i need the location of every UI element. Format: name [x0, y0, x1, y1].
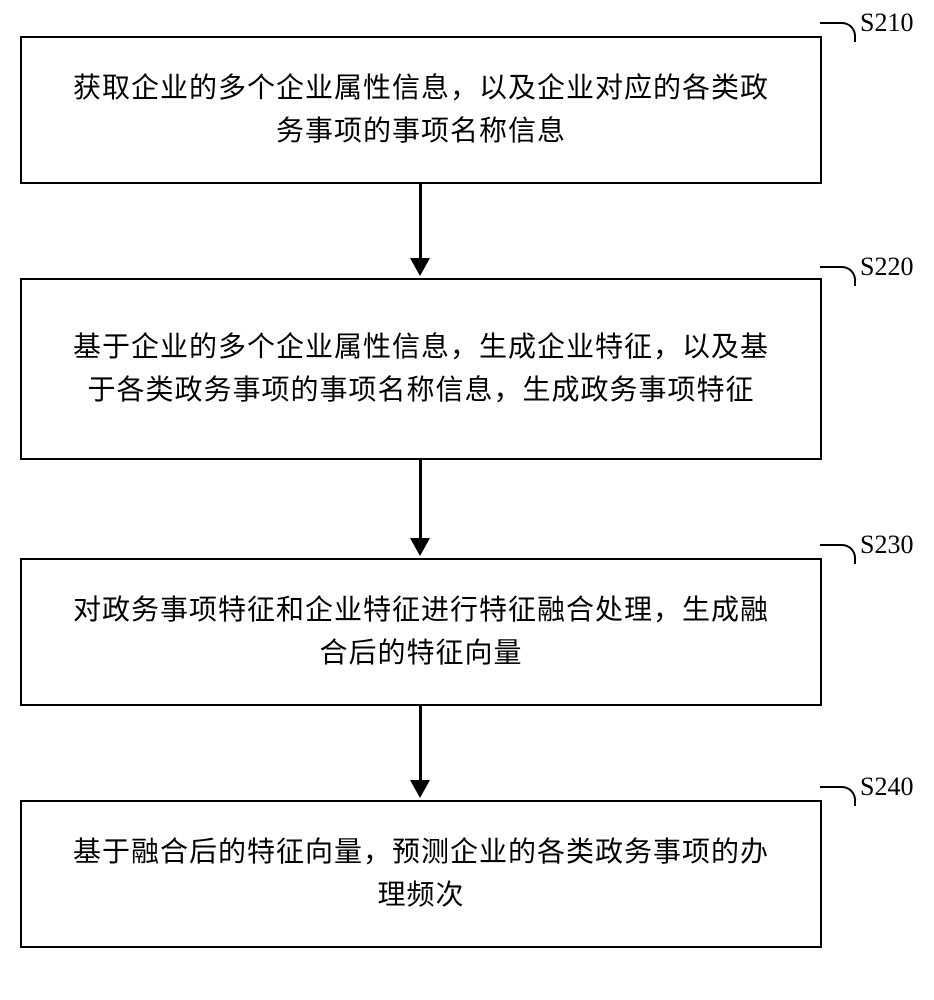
arrow-head-icon	[410, 780, 430, 798]
flowchart-edge	[419, 460, 422, 540]
arrow-head-icon	[410, 258, 430, 276]
node-text: 基于融合后的特征向量，预测企业的各类政务事项的办理频次	[62, 831, 780, 918]
label-tick	[820, 544, 856, 564]
node-text: 对政务事项特征和企业特征进行特征融合处理，生成融合后的特征向量	[62, 589, 780, 676]
flowchart-edge	[419, 706, 422, 782]
flowchart-node-s230: 对政务事项特征和企业特征进行特征融合处理，生成融合后的特征向量	[20, 558, 822, 706]
label-tick	[820, 786, 856, 806]
step-label-s240: S240	[860, 772, 913, 802]
flowchart-canvas: S210 获取企业的多个企业属性信息，以及企业对应的各类政务事项的事项名称信息 …	[0, 0, 934, 1000]
flowchart-node-s220: 基于企业的多个企业属性信息，生成企业特征，以及基于各类政务事项的事项名称信息，生…	[20, 278, 822, 460]
flowchart-node-s210: 获取企业的多个企业属性信息，以及企业对应的各类政务事项的事项名称信息	[20, 36, 822, 184]
step-label-s220: S220	[860, 252, 913, 282]
step-label-s210: S210	[860, 8, 913, 38]
arrow-head-icon	[410, 538, 430, 556]
step-label-s230: S230	[860, 530, 913, 560]
label-tick	[820, 266, 856, 286]
label-tick	[820, 22, 856, 42]
node-text: 获取企业的多个企业属性信息，以及企业对应的各类政务事项的事项名称信息	[62, 67, 780, 154]
flowchart-edge	[419, 184, 422, 260]
node-text: 基于企业的多个企业属性信息，生成企业特征，以及基于各类政务事项的事项名称信息，生…	[62, 326, 780, 413]
flowchart-node-s240: 基于融合后的特征向量，预测企业的各类政务事项的办理频次	[20, 800, 822, 948]
